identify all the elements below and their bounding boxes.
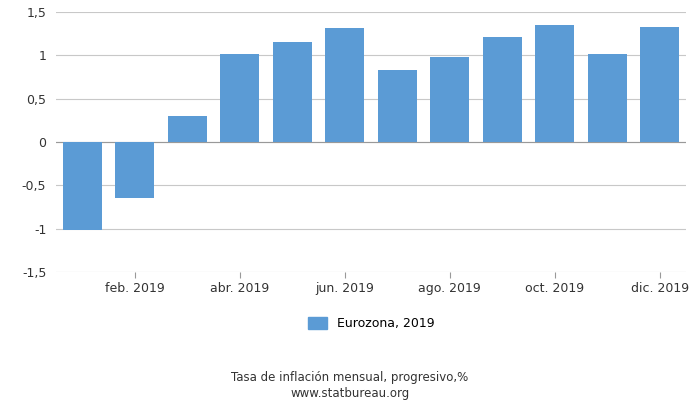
- Bar: [640, 27, 680, 142]
- Bar: [167, 116, 207, 142]
- Bar: [115, 142, 155, 198]
- Bar: [482, 37, 522, 142]
- Text: Tasa de inflación mensual, progresivo,%: Tasa de inflación mensual, progresivo,%: [232, 372, 468, 384]
- Bar: [430, 57, 470, 142]
- Bar: [220, 54, 260, 142]
- Bar: [587, 54, 627, 142]
- Text: www.statbureau.org: www.statbureau.org: [290, 388, 410, 400]
- Bar: [62, 142, 102, 230]
- Bar: [272, 42, 312, 142]
- Bar: [377, 70, 417, 142]
- Bar: [535, 25, 575, 142]
- Legend: Eurozona, 2019: Eurozona, 2019: [308, 317, 434, 330]
- Bar: [325, 28, 365, 142]
